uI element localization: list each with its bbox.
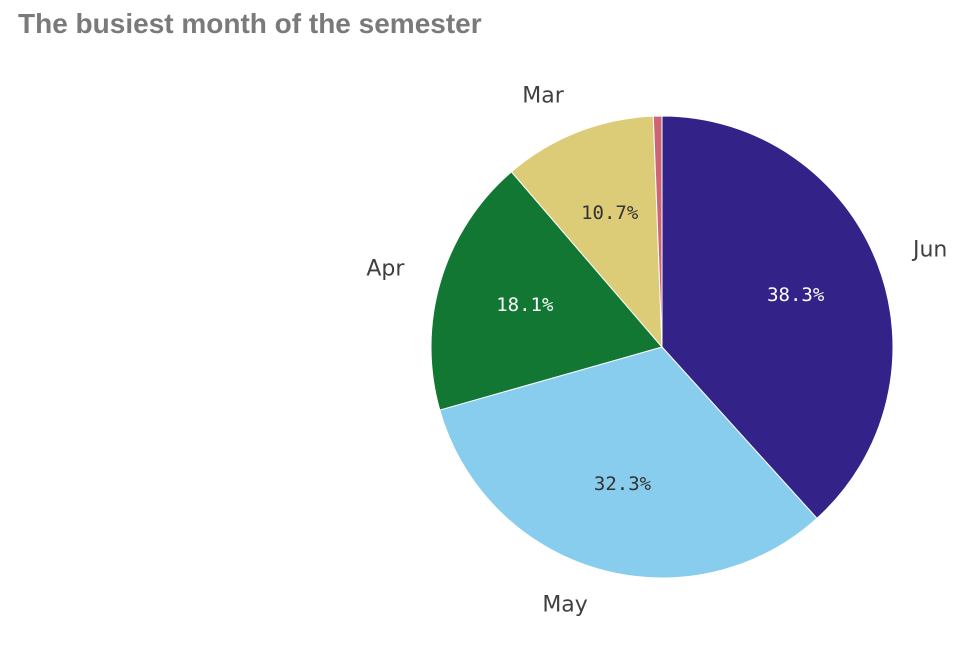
pie-slice-mar [510,115,663,349]
slice-value-label-mar: 10.7% [581,202,639,224]
pie-slice-other-4 [652,115,663,348]
pie-slice-apr [430,171,663,411]
pie-slices [430,115,894,579]
chart-title: The busiest month of the semester [18,8,482,39]
slice-value-label-apr: 18.1% [496,294,554,316]
slice-value-label-may: 32.3% [594,473,652,495]
slice-value-label-jun: 38.3% [767,284,825,306]
slice-category-label-apr: Apr [366,257,405,282]
slice-category-label-mar: Mar [522,84,564,109]
pie-slice-may [439,346,818,579]
pie-labels: 38.3% Jun 32.3% May 18.1% Apr 10.7% Mar [366,84,947,618]
slice-category-label-jun: Jun [911,237,947,262]
pie-slice-jun [661,115,894,520]
slice-category-label-may: May [542,593,587,618]
